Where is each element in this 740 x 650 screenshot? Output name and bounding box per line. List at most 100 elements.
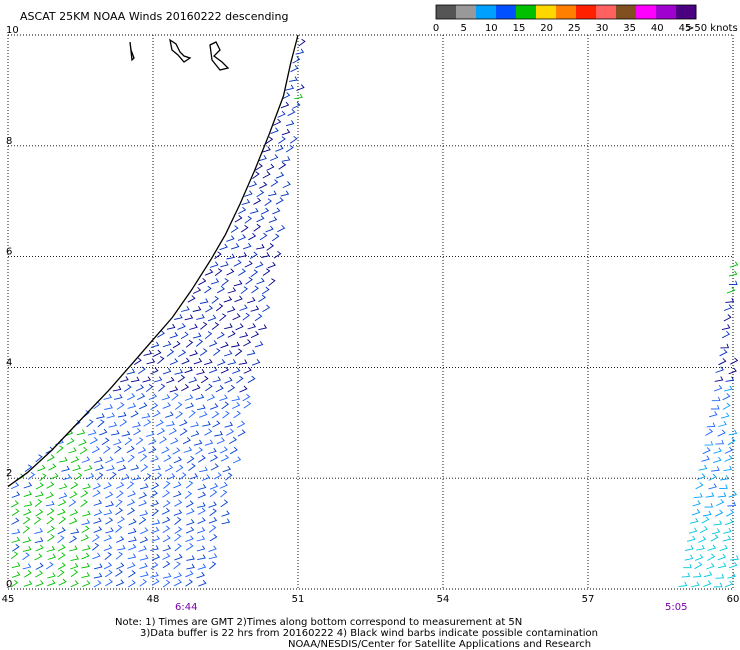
wind-barb: [93, 580, 102, 588]
wind-barb: [58, 492, 68, 499]
wind-barb: [117, 464, 127, 472]
island-3: [209, 41, 230, 71]
wind-barb: [150, 367, 159, 375]
wind-barb: [701, 455, 710, 462]
wind-barb: [162, 560, 171, 569]
wind-barb: [139, 578, 147, 587]
pass-time-label-1: 6:44: [175, 602, 197, 613]
wind-barb: [261, 252, 270, 258]
wind-barb: [92, 482, 101, 490]
legend-swatch: [596, 5, 617, 19]
wind-barb: [250, 305, 260, 312]
wind-barb: [714, 376, 724, 382]
wind-barb: [82, 510, 91, 517]
wind-barb: [204, 428, 213, 436]
wind-barb: [262, 171, 271, 179]
wind-barb: [161, 394, 171, 401]
wind-barb: [720, 343, 730, 349]
wind-barb: [127, 393, 136, 401]
wind-barb: [23, 501, 33, 507]
legend-swatch: [676, 5, 697, 19]
wind-barb: [196, 545, 206, 552]
wind-barb: [256, 243, 265, 250]
wind-barb: [92, 489, 101, 497]
wind-barb: [729, 261, 739, 268]
wind-barb: [161, 507, 170, 515]
wind-barb: [133, 428, 142, 436]
wind-barb: [715, 439, 725, 445]
wind-barb: [162, 367, 172, 375]
wind-barb: [717, 562, 727, 569]
wind-barb: [204, 358, 213, 366]
wind-barb: [261, 286, 270, 295]
island-1: [129, 41, 135, 62]
wind-barb: [196, 535, 206, 542]
wind-barb: [109, 471, 117, 480]
wind-barb: [140, 527, 149, 535]
wind-barb: [115, 499, 123, 508]
wind-barb: [258, 324, 268, 331]
wind-barb: [103, 445, 111, 454]
wind-barb: [45, 491, 54, 499]
wind-barb: [189, 323, 198, 330]
wind-barb: [87, 429, 97, 436]
wind-barb: [57, 535, 65, 544]
wind-barb: [718, 420, 727, 427]
wind-barb: [92, 534, 100, 542]
wind-barb: [80, 534, 89, 542]
wind-barb: [131, 474, 141, 481]
wind-barb: [219, 243, 228, 251]
wind-barb: [105, 501, 114, 508]
wind-barb: [70, 481, 79, 490]
wind-barb: [140, 571, 149, 578]
wind-barb: [198, 455, 206, 463]
wind-barb: [10, 579, 19, 588]
legend-swatch: [516, 5, 537, 19]
wind-barb: [209, 340, 218, 347]
wind-barb: [197, 507, 206, 515]
wind-barb: [270, 154, 279, 161]
wind-barb: [92, 542, 100, 551]
wind-barb: [115, 579, 125, 587]
wind-barb: [185, 500, 194, 508]
wind-barb: [192, 332, 202, 339]
wind-barb: [704, 440, 714, 446]
wind-barb: [117, 516, 125, 524]
wind-barb: [716, 499, 725, 507]
wind-barb: [104, 552, 112, 560]
wind-barb: [699, 525, 708, 534]
wind-barb: [249, 207, 259, 214]
wind-barb: [35, 562, 44, 570]
wind-barb: [22, 525, 30, 534]
wind-barb: [174, 553, 183, 561]
wind-barb: [103, 534, 112, 542]
wind-barb: [259, 232, 268, 241]
wind-barb: [224, 421, 234, 428]
x-tick-label: 60: [727, 594, 740, 605]
wind-barb: [11, 571, 21, 578]
wind-barb: [93, 517, 102, 524]
wind-barb: [224, 323, 233, 330]
wind-barb: [724, 518, 734, 526]
x-tick-label: 48: [147, 594, 160, 605]
wind-barb: [104, 404, 113, 410]
wind-barb: [173, 481, 182, 489]
wind-barb: [216, 331, 225, 339]
wind-barb: [57, 508, 66, 516]
wind-barb: [231, 341, 240, 348]
wind-barb: [23, 508, 32, 516]
wind-barb: [193, 357, 203, 365]
wind-barb: [256, 277, 265, 285]
wind-barb: [46, 516, 55, 525]
wind-barb: [698, 464, 708, 471]
wind-barb: [81, 544, 91, 551]
wind-barb: [252, 171, 260, 179]
wind-barb: [116, 402, 125, 410]
wind-barb: [155, 419, 164, 427]
legend-label: 45: [679, 23, 692, 34]
wind-barb: [185, 526, 195, 534]
wind-barb: [723, 527, 732, 534]
wind-barb: [47, 525, 55, 534]
wind-barb: [192, 306, 202, 312]
wind-barb: [282, 181, 291, 189]
